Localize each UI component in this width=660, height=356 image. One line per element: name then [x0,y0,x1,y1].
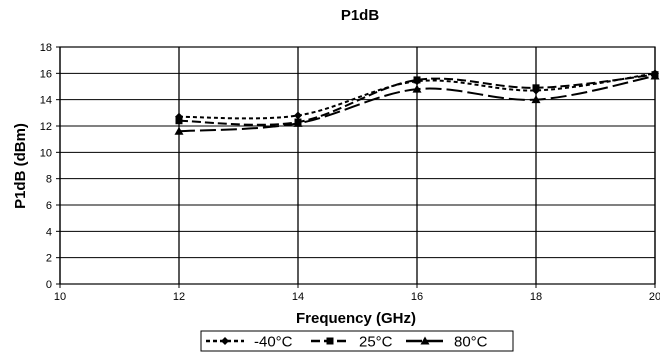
x-tick-label-4: 18 [530,291,542,303]
y-tick-label-2: 4 [46,226,52,238]
y-axis-ticks: 0 2 4 6 8 10 12 14 16 18 [40,42,52,291]
y-tick-label-1: 2 [46,253,52,265]
series-line-1 [178,73,656,126]
y-tick-label-0: 0 [46,279,52,291]
legend-marker-2 [420,336,430,345]
series-2-point-3 [531,95,541,104]
y-tick-label-7: 14 [40,95,52,107]
series-2-point-4 [650,71,660,80]
series-1-point-3 [532,84,540,92]
legend-label-2: 80°C [454,334,488,351]
legend-marker-1 [326,337,334,345]
x-axis-label: Frequency (GHz) [296,310,416,327]
chart-title: P1dB [341,7,380,24]
x-tick-label-3: 16 [411,291,423,303]
series-layer [174,69,660,135]
y-tick-label-9: 18 [40,42,52,54]
x-tick-label-0: 10 [54,291,66,303]
x-tick-label-1: 12 [173,291,185,303]
y-tick-label-3: 6 [46,200,52,212]
y-tick-label-4: 8 [46,174,52,186]
legend-label-0: -40°C [254,334,293,351]
legend-marker-0 [221,337,229,345]
series-1-point-0 [175,117,183,125]
x-tick-label-2: 14 [292,291,304,303]
series-1-point-2 [413,76,421,84]
x-axis-ticks: 10 12 14 16 18 20 [54,291,660,303]
plot-frame [59,46,656,285]
legend-label-1: 25°C [359,334,393,351]
series-2-point-2 [412,84,422,93]
x-tick-label-5: 20 [649,291,660,303]
series-2-point-0 [174,126,184,135]
y-tick-label-5: 10 [40,147,52,159]
legend: -40°C 25°C 80°C [200,330,514,352]
series-0-point-1 [294,111,302,120]
series-2-point-1 [293,118,303,127]
y-axis-label: P1dB (dBm) [12,123,29,209]
plot-area-border [59,46,656,285]
y-tick-label-6: 12 [40,121,52,133]
legend-box [200,330,514,352]
grid [56,46,656,288]
series-2 [174,71,660,135]
y-tick-label-8: 16 [40,68,52,80]
